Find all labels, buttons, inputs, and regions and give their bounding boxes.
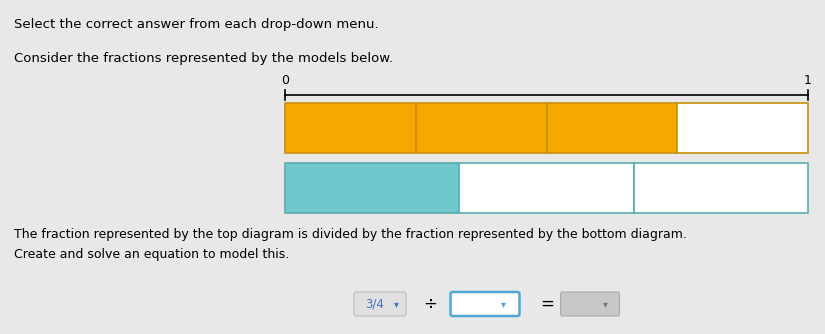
FancyBboxPatch shape	[450, 292, 520, 316]
Text: 3/4: 3/4	[365, 298, 384, 311]
Text: ▾: ▾	[602, 299, 607, 309]
Text: Select the correct answer from each drop-down menu.: Select the correct answer from each drop…	[14, 18, 379, 31]
FancyBboxPatch shape	[354, 292, 406, 316]
Text: 1: 1	[804, 74, 812, 87]
Text: The fraction represented by the top diagram is divided by the fraction represent: The fraction represented by the top diag…	[14, 228, 687, 241]
Bar	[285, 163, 460, 213]
FancyBboxPatch shape	[560, 292, 620, 316]
Bar	[285, 103, 416, 153]
Text: Create and solve an equation to model this.: Create and solve an equation to model th…	[14, 248, 290, 261]
Text: =: =	[540, 295, 554, 313]
Text: 0: 0	[281, 74, 289, 87]
Text: ▾: ▾	[501, 299, 506, 309]
Text: Consider the fractions represented by the models below.: Consider the fractions represented by th…	[14, 52, 393, 65]
Bar	[460, 163, 634, 213]
Text: ▾: ▾	[394, 299, 398, 309]
Text: ÷: ÷	[423, 295, 437, 313]
Bar	[546, 103, 677, 153]
Bar	[677, 103, 808, 153]
Bar	[634, 163, 808, 213]
Bar	[416, 103, 546, 153]
